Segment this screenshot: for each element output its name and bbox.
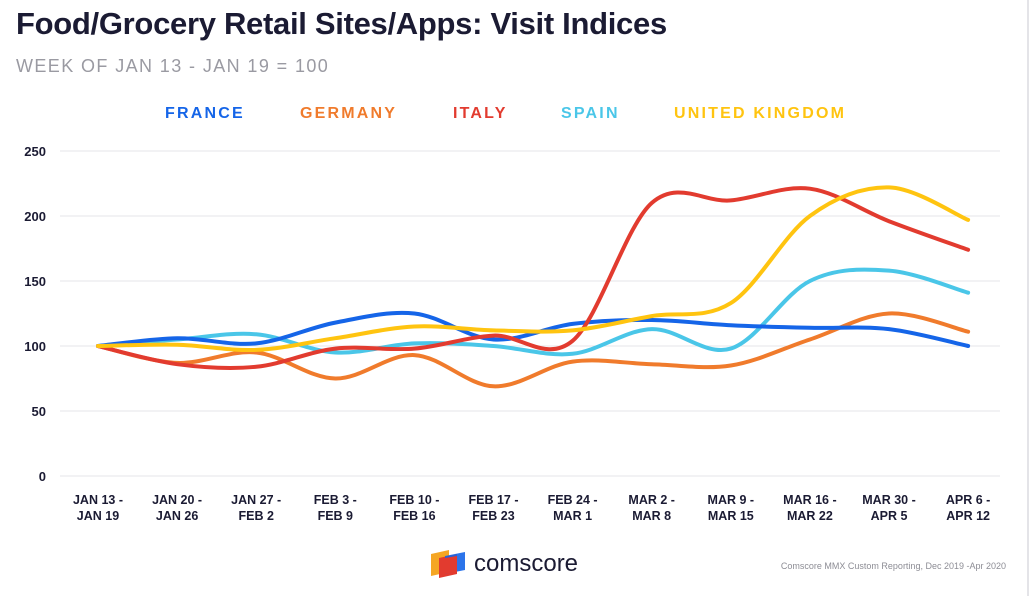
x-tick-label: MAR 2 -MAR 8 [628,493,675,523]
legend-item-germany: GERMANY [300,105,398,122]
chart-legend: FRANCE GERMANY ITALY SPAIN UNITED KINGDO… [0,105,1032,127]
y-tick-label: 200 [24,209,46,224]
x-tick-label: MAR 30 -APR 5 [862,493,915,523]
series-line-united-kingdom [96,185,971,353]
legend-item-italy: ITALY [453,105,508,122]
x-tick-label: FEB 17 -FEB 23 [468,493,518,523]
x-tick-label: MAR 9 -MAR 15 [708,493,755,523]
chart-subtitle: WEEK OF JAN 13 - JAN 19 = 100 [16,56,330,76]
x-tick-label: FEB 24 -MAR 1 [548,493,598,523]
y-tick-label: 50 [32,404,46,419]
x-tick-label: FEB 3 -FEB 9 [314,493,357,523]
y-tick-label: 250 [24,144,46,159]
legend-item-france: FRANCE [165,105,245,122]
series-line-spain [96,267,971,357]
y-tick-label: 100 [24,339,46,354]
chart-title: Food/Grocery Retail Sites/Apps: Visit In… [16,6,667,41]
x-tick-label: APR 6 -APR 12 [946,493,990,523]
frame-border [1027,0,1029,596]
y-tick-label: 0 [39,469,46,484]
x-tick-label: MAR 16 -MAR 22 [783,493,836,523]
y-tick-label: 150 [24,274,46,289]
series-line-germany [96,311,971,389]
legend-item-united-kingdom: UNITED KINGDOM [674,105,847,122]
comscore-logo-text: comscore [474,550,579,577]
series-line-italy [96,186,971,371]
series-line-france [96,310,971,348]
comscore-logo-icon [431,550,465,578]
x-tick-label: JAN 13 -JAN 19 [73,493,123,523]
x-tick-label: FEB 10 -FEB 16 [389,493,439,523]
x-tick-label: JAN 27 -FEB 2 [231,493,281,523]
legend-item-spain: SPAIN [561,105,620,122]
source-note: Comscore MMX Custom Reporting, Dec 2019 … [780,561,1006,571]
x-tick-label: JAN 20 -JAN 26 [152,493,202,523]
